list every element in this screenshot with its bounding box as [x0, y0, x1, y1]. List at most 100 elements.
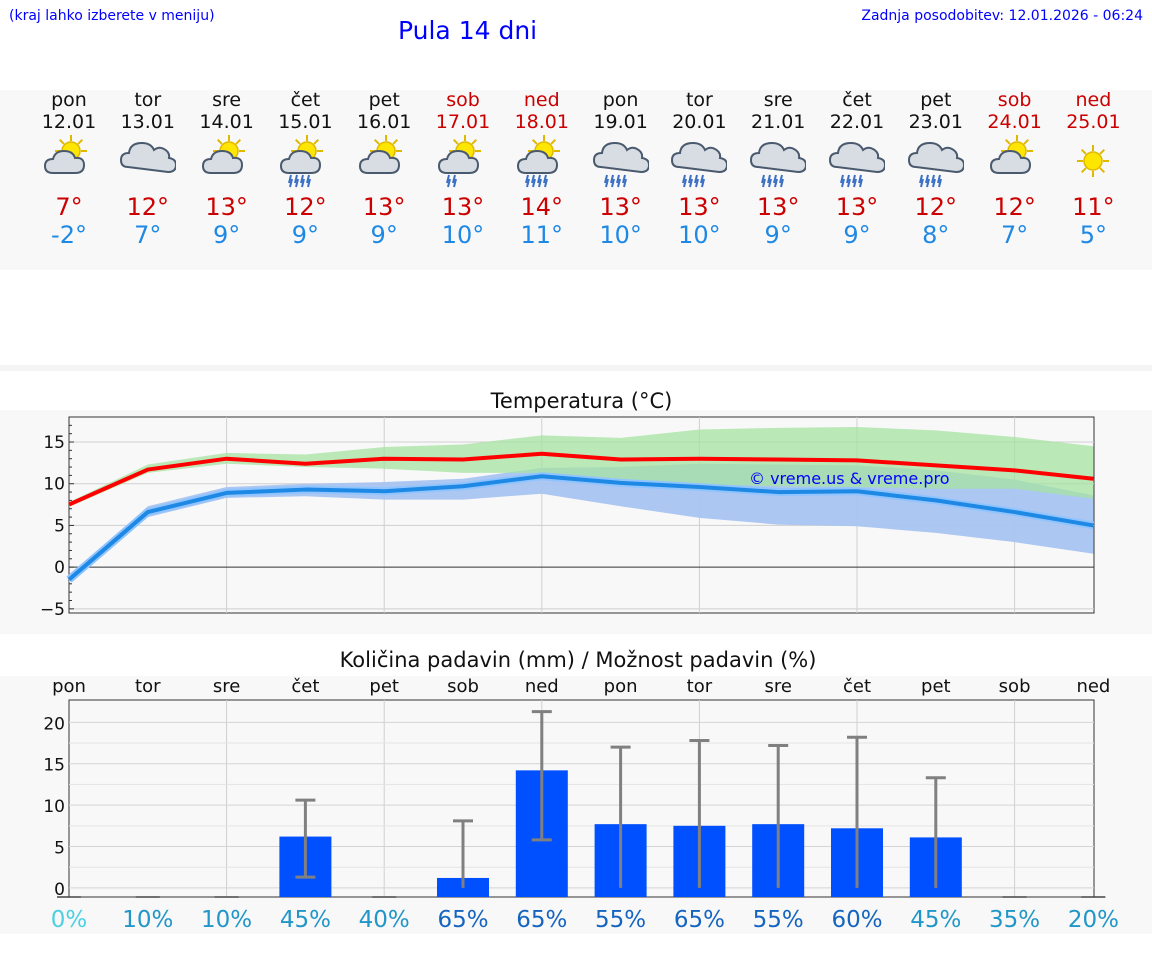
min-temp: 8°	[922, 221, 950, 249]
cloud-rain-icon	[659, 133, 739, 189]
forecast-strip-bg	[0, 90, 1152, 270]
day-name: sre	[212, 89, 242, 111]
precip-probability: 10%	[122, 907, 173, 933]
sun-cloud-icon	[975, 133, 1055, 189]
min-temp: 9°	[764, 221, 792, 249]
day-name: sre	[763, 89, 793, 111]
max-temp-line	[68, 451, 1094, 507]
max-temp: 12°	[993, 193, 1036, 221]
x-day-label: sre	[764, 676, 791, 697]
day-date: 23.01	[908, 111, 963, 133]
divider	[0, 365, 1152, 371]
precip-probability: 45%	[910, 907, 961, 933]
max-temp: 12°	[914, 193, 958, 221]
sun-cloud-light-rain-icon	[423, 133, 503, 189]
y-tick-label: 10	[43, 797, 65, 817]
precip-probability: 40%	[359, 907, 410, 933]
x-day-label: čet	[291, 676, 319, 697]
min-temp: 11°	[520, 221, 564, 249]
day-name: pet	[368, 89, 400, 111]
day-name: sob	[446, 89, 480, 111]
min-temp: 9°	[212, 221, 241, 249]
x-day-label: pet	[921, 676, 951, 697]
day-date: 15.01	[278, 111, 333, 133]
day-name: ned	[1075, 89, 1112, 111]
x-day-label: tor	[687, 676, 713, 697]
x-day-label: sob	[999, 676, 1031, 697]
day-date: 20.01	[672, 111, 727, 133]
max-temp: 13°	[756, 193, 800, 221]
day-name: pon	[51, 89, 87, 111]
day-name: pet	[920, 89, 952, 111]
day-date: 25.01	[1066, 111, 1121, 133]
max-temp: 13°	[678, 193, 721, 221]
precip-probability: 65%	[516, 907, 567, 933]
day-column: tor 13.01 12° 7°	[108, 89, 188, 249]
max-temp: 13°	[441, 193, 485, 221]
max-temp: 12°	[284, 193, 327, 221]
precip-probability: 20%	[1068, 907, 1119, 933]
min-temp: 9°	[843, 221, 871, 249]
y-tick-label: −5	[40, 600, 65, 620]
min-temp: 9°	[291, 221, 320, 249]
day-column: pon 12.01 7° -2°	[29, 89, 109, 249]
day-column: pon 19.01 13° 10°	[581, 89, 661, 249]
precip-probability: 10%	[201, 907, 252, 933]
max-temp: 11°	[1072, 193, 1115, 221]
day-date: 24.01	[987, 111, 1042, 133]
precip-probability: 35%	[989, 907, 1040, 933]
day-column: sob 24.01 12° 7°	[975, 89, 1055, 249]
day-column: sre 14.01 13° 9°	[187, 89, 267, 249]
x-day-label: pon	[52, 676, 86, 697]
location-menu-hint: (kraj lahko izberete v meniju)	[9, 8, 215, 24]
y-tick-label: 5	[54, 516, 65, 536]
day-name: čet	[290, 89, 321, 111]
day-date: 21.01	[750, 111, 806, 133]
min-temp-line	[67, 474, 1094, 582]
cloud-icon	[108, 133, 188, 189]
min-temp: 9°	[370, 221, 398, 249]
min-temp: 7°	[134, 221, 162, 249]
day-date: 22.01	[829, 111, 885, 133]
day-column: pet 23.01 12° 8°	[896, 89, 976, 249]
day-name: pon	[602, 89, 639, 111]
precip-probability: 65%	[437, 907, 488, 933]
precipitation-chart: Količina padavin (mm) / Možnost padavin …	[43, 648, 1119, 933]
x-day-label: čet	[843, 676, 871, 697]
max-temp: 13°	[362, 193, 406, 221]
day-column: sob 17.01 13° 10°	[423, 89, 503, 249]
temperature-chart: Temperatura (°C) 15 10 5 0 −5 © vreme.us & vre…	[40, 389, 1095, 620]
day-name: tor	[685, 89, 713, 111]
day-column: čet 15.01 12° 9°	[265, 89, 345, 249]
max-temp: 13°	[205, 193, 248, 221]
max-temp: 13°	[835, 193, 879, 221]
y-tick-label: 5	[54, 839, 65, 859]
day-column: ned 18.01 14° 11°	[502, 89, 582, 249]
precip-probability: 45%	[280, 907, 331, 933]
day-column: ned 25.01 11° 5°	[1053, 89, 1133, 249]
day-column: sre 21.01 13° 9°	[738, 89, 818, 249]
precip-probability: 60%	[831, 907, 882, 933]
sun-cloud-icon	[29, 133, 109, 189]
max-temp: 12°	[126, 193, 170, 221]
min-temp: 5°	[1079, 221, 1108, 249]
y-tick-label: 20	[43, 714, 65, 734]
precip-probability: 55%	[595, 907, 646, 933]
day-column: pet 16.01 13° 9°	[344, 89, 424, 249]
x-day-label: sre	[213, 676, 240, 697]
sun-cloud-rain-icon	[502, 133, 582, 189]
x-day-label: pet	[369, 676, 399, 697]
precip-probability: 65%	[674, 907, 725, 933]
watermark: © vreme.us & vreme.pro	[749, 469, 950, 488]
min-temp: -2°	[51, 221, 87, 249]
chart-title: Količina padavin (mm) / Možnost padavin …	[340, 648, 817, 672]
day-date: 14.01	[199, 111, 254, 133]
y-tick-label: 0	[54, 558, 65, 578]
min-temp: 7°	[1000, 221, 1029, 249]
cloud-rain-icon	[581, 133, 661, 189]
sun-cloud-rain-icon	[265, 133, 345, 189]
max-temp: 7°	[55, 193, 83, 221]
precip-probability: 55%	[753, 907, 804, 933]
day-column: tor 20.01 13° 10°	[659, 89, 739, 249]
day-date: 18.01	[514, 111, 569, 133]
